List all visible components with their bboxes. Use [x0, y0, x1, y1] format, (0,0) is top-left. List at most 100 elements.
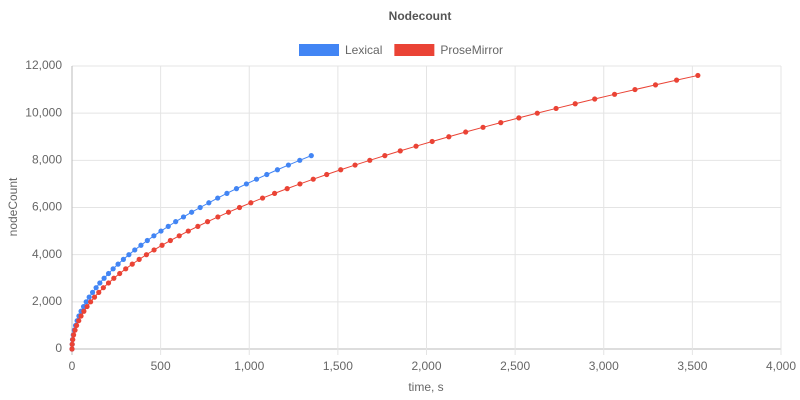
point — [397, 148, 403, 154]
series-line — [71, 155, 312, 350]
point — [248, 200, 254, 206]
point — [69, 346, 75, 352]
point — [83, 299, 89, 305]
point — [215, 195, 221, 201]
point — [81, 308, 87, 314]
y-tick-label: 6,000 — [32, 200, 62, 214]
point — [429, 138, 435, 145]
y-tick-label: 2,000 — [32, 294, 62, 308]
point — [97, 280, 103, 286]
point — [105, 280, 112, 286]
point — [89, 289, 96, 295]
point — [243, 181, 250, 187]
point — [308, 153, 314, 159]
point — [117, 270, 123, 277]
point — [195, 223, 201, 229]
point — [100, 285, 106, 291]
point — [84, 303, 90, 310]
point — [285, 162, 292, 168]
legend-label: ProseMirror — [440, 43, 503, 57]
point — [151, 233, 157, 239]
point — [206, 200, 212, 206]
point — [185, 228, 191, 234]
point — [72, 327, 78, 333]
point — [165, 223, 171, 229]
point — [259, 195, 266, 201]
point — [611, 91, 618, 97]
point — [352, 162, 358, 168]
point — [93, 285, 99, 291]
point — [189, 209, 195, 215]
point — [101, 275, 107, 281]
y-tick-label: 4,000 — [32, 247, 62, 261]
point — [159, 242, 165, 248]
point — [105, 270, 112, 277]
point — [673, 77, 680, 83]
point — [572, 101, 578, 107]
x-tick-label: 3,500 — [677, 359, 707, 373]
point — [144, 237, 150, 244]
point — [338, 167, 344, 173]
point — [138, 242, 144, 248]
point — [88, 299, 94, 305]
point — [111, 275, 117, 281]
point — [446, 134, 452, 140]
point — [264, 171, 270, 178]
y-tick-label: 8,000 — [32, 153, 62, 167]
point — [180, 214, 187, 220]
point — [592, 96, 598, 102]
point — [215, 214, 221, 220]
point — [126, 252, 132, 258]
point — [70, 336, 76, 343]
point — [86, 294, 92, 300]
point — [120, 256, 127, 262]
point — [136, 256, 142, 262]
point — [91, 294, 98, 300]
point — [516, 115, 522, 121]
y-tick-label: 10,000 — [25, 105, 62, 119]
point — [534, 110, 540, 116]
point — [143, 252, 150, 258]
point — [310, 176, 316, 182]
point — [151, 247, 157, 253]
point — [204, 219, 211, 225]
x-axis-title: time, s — [408, 380, 443, 394]
x-tick-label: 4,000 — [766, 359, 796, 373]
point — [695, 72, 701, 79]
point — [480, 124, 486, 130]
point — [167, 237, 173, 244]
point — [110, 266, 116, 272]
point — [176, 233, 182, 239]
point — [367, 157, 373, 163]
y-tick-label: 0 — [55, 341, 62, 355]
point — [413, 143, 419, 149]
point — [78, 313, 84, 319]
x-tick-label: 2,500 — [500, 359, 530, 373]
point — [236, 204, 243, 211]
point — [284, 186, 290, 192]
point — [69, 341, 75, 347]
point — [70, 332, 77, 338]
point — [74, 322, 80, 329]
x-tick-label: 3,000 — [589, 359, 619, 373]
legend-label: Lexical — [345, 43, 382, 57]
point — [129, 261, 135, 267]
point — [553, 105, 559, 112]
point — [197, 204, 203, 211]
point — [271, 190, 278, 196]
chart-title: Nodecount — [389, 9, 452, 23]
point — [158, 228, 164, 234]
y-axis-title: nodeCount — [6, 177, 20, 236]
x-tick-label: 1,500 — [323, 359, 353, 373]
point — [297, 181, 303, 187]
point — [274, 167, 281, 173]
point — [498, 120, 504, 126]
point — [224, 190, 230, 196]
x-tick-label: 1,000 — [234, 359, 264, 373]
x-tick-label: 500 — [151, 359, 171, 373]
point — [115, 261, 121, 267]
point — [382, 153, 388, 159]
point — [632, 86, 638, 93]
